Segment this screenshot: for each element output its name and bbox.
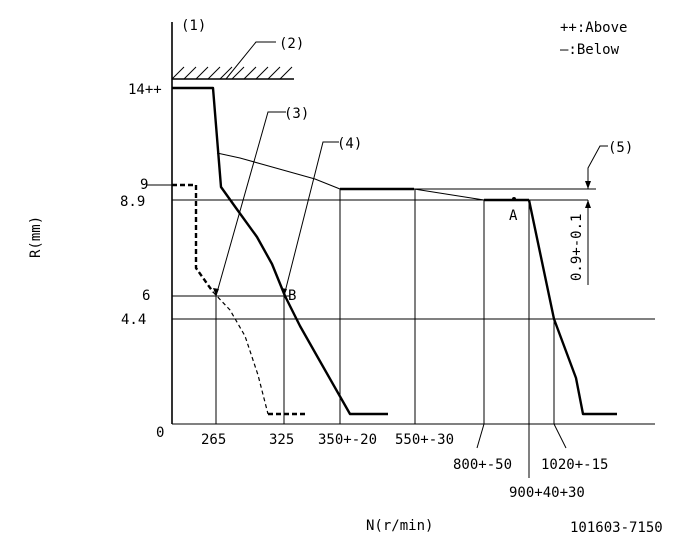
xtick-550: 550+-30 <box>395 432 454 448</box>
point-a-label: A <box>509 208 518 224</box>
label-5: (5) <box>608 140 633 156</box>
upper-thin-curve <box>216 152 341 190</box>
legend-above: ++:Above <box>560 20 627 36</box>
ytick-14: 14++ <box>128 82 162 98</box>
arrow-5-top <box>585 181 591 189</box>
leader-4 <box>283 141 339 297</box>
arrow-5-bottom <box>585 200 591 208</box>
legend-below: —:Below <box>560 42 620 58</box>
slope-segment <box>413 188 485 201</box>
xtick-1020: 1020+-15 <box>541 457 608 473</box>
label-3: (3) <box>284 106 309 122</box>
xtick-800: 800+-50 <box>453 457 512 473</box>
xtick-265: 265 <box>201 432 226 448</box>
dimension-label: 0.9+-0.1 <box>569 214 585 281</box>
ytick-4-4: 4.4 <box>121 312 146 328</box>
main-curve <box>172 86 388 416</box>
y-axis-title: R(mm) <box>28 216 44 258</box>
ytick-8-9: 8.9 <box>120 194 145 210</box>
leader-5 <box>587 145 608 189</box>
dashed-curve <box>212 291 269 415</box>
xtick-900: 900+40+30 <box>509 485 585 501</box>
xtick-350: 350+-20 <box>318 432 377 448</box>
label-1: (1) <box>181 18 206 34</box>
label-4: (4) <box>337 136 362 152</box>
point-a-marker <box>512 197 516 201</box>
drawing-code: 101603-7150 <box>570 520 663 536</box>
ytick-6: 6 <box>142 288 150 304</box>
dashed-step <box>172 183 214 293</box>
point-b-label: B <box>288 288 296 304</box>
x-axis-title: N(r/min) <box>366 518 433 534</box>
leader-3 <box>215 111 286 297</box>
arrow-4 <box>281 288 287 296</box>
stopper-hatch <box>171 66 294 80</box>
leader-800 <box>476 423 485 449</box>
ytick-0: 0 <box>156 425 164 441</box>
ytick-9: 9 <box>140 177 148 193</box>
arrow-3 <box>213 288 219 296</box>
droop-curve <box>527 199 617 416</box>
label-2: (2) <box>279 36 304 52</box>
xtick-325: 325 <box>269 432 294 448</box>
leader-2 <box>225 41 276 80</box>
leader-1020 <box>553 423 567 449</box>
